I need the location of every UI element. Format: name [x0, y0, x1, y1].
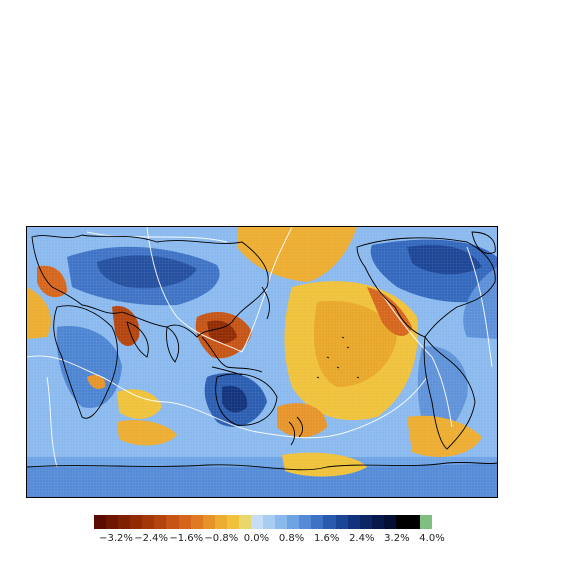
colorbar-swatch	[94, 515, 107, 529]
colorbar-swatch	[251, 515, 264, 529]
colorbar-swatch	[287, 515, 300, 529]
colorbar-swatch	[226, 515, 239, 529]
colorbar-swatch	[420, 515, 433, 529]
colorbar-swatch	[359, 515, 372, 529]
colorbar-swatch	[371, 515, 384, 529]
colorbar-swatch	[238, 515, 252, 529]
colorbar	[94, 515, 433, 529]
colorbar-swatch	[166, 515, 179, 529]
grid-overlay	[27, 227, 497, 497]
colorbar-swatch	[178, 515, 191, 529]
colorbar-swatch	[323, 515, 336, 529]
colorbar-swatch	[263, 515, 276, 529]
colorbar-swatch	[311, 515, 324, 529]
colorbar-swatch	[408, 515, 421, 529]
colorbar-swatch	[154, 515, 167, 529]
colorbar-swatch	[335, 515, 348, 529]
colorbar-tick-label: −0.8%	[204, 533, 239, 544]
colorbar-swatch	[383, 515, 396, 529]
colorbar-tick-label: 0.0%	[243, 533, 270, 544]
colorbar-tick-label: 3.2%	[384, 533, 410, 544]
world-map	[26, 226, 498, 498]
colorbar-tick-label: −2.4%	[134, 533, 169, 544]
colorbar-tick-label: −1.6%	[169, 533, 204, 544]
colorbar-swatch	[202, 515, 215, 529]
colorbar-swatch	[118, 515, 131, 529]
colorbar-swatch	[130, 515, 143, 529]
colorbar-swatch	[214, 515, 227, 529]
colorbar-swatch	[142, 515, 155, 529]
coastlines	[27, 231, 497, 471]
colorbar-tick-label: 0.8%	[278, 533, 305, 544]
colorbar-swatch	[106, 515, 119, 529]
colorbar-tick-label: 2.4%	[349, 533, 375, 544]
colorbar-tick-label: 4.0%	[419, 533, 445, 544]
colorbar-tick-label: 1.6%	[313, 533, 340, 544]
colorbar-swatch	[347, 515, 360, 529]
colorbar-swatch	[275, 515, 288, 529]
colorbar-swatch	[395, 515, 409, 529]
colorbar-swatch	[299, 515, 312, 529]
colorbar-swatch	[190, 515, 203, 529]
colorbar-tick-labels: −3.2% −2.4% −1.6% −0.8% 0.0% 0.8% 1.6% 2.4% 3.2%…	[94, 533, 445, 547]
colorbar-tick-label: −3.2%	[99, 533, 133, 544]
